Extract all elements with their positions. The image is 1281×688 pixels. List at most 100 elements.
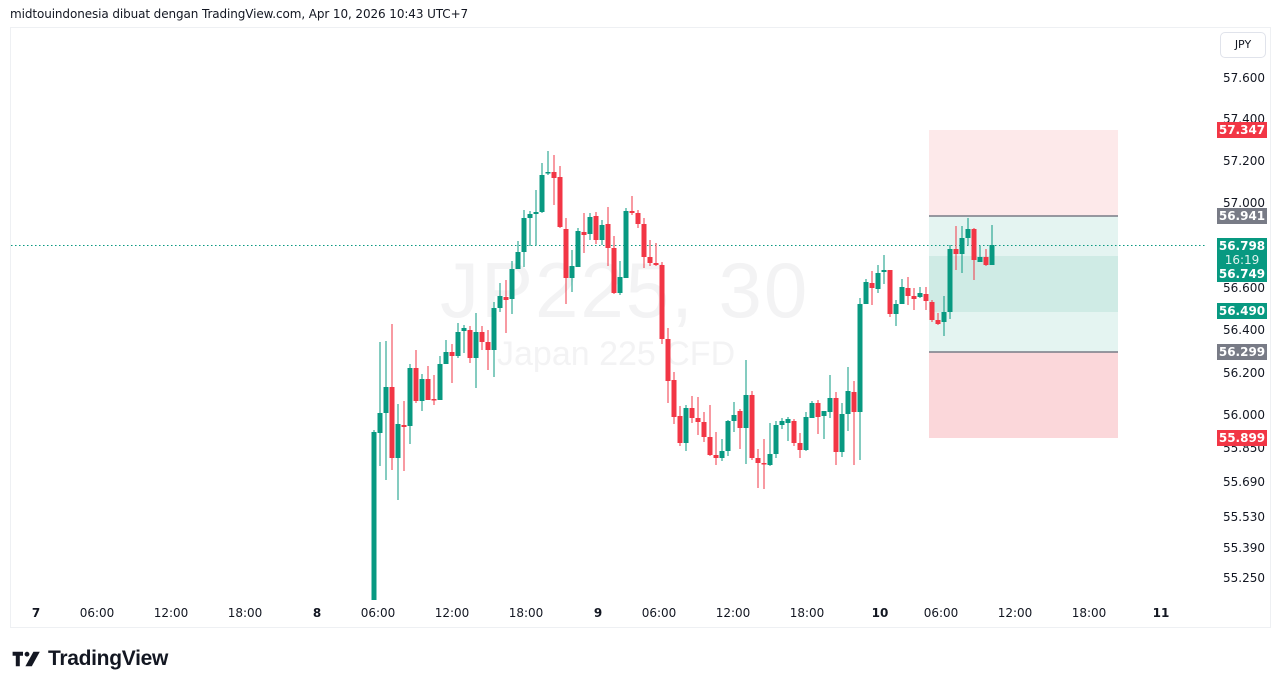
stop-lower-badge: 55.899 <box>1217 430 1267 446</box>
time-axis-time-label: 12:00 <box>715 606 751 620</box>
candle-down <box>707 437 713 455</box>
candle-up <box>395 424 401 458</box>
candle-down <box>797 443 803 450</box>
price-axis[interactable]: 57.600 57.400 57.200 57.000 56.600 56.400 56.2… <box>1207 28 1271 598</box>
bar-countdown: 16:19 <box>1224 253 1260 267</box>
time-axis-time-label: 18:00 <box>1071 606 1107 620</box>
tradingview-logo-icon <box>12 651 40 667</box>
price-tick-label: 57.600 <box>1223 71 1265 85</box>
candle-down <box>431 399 437 401</box>
candle-down <box>425 379 431 400</box>
candle-up <box>491 308 497 350</box>
candle-up <box>407 368 413 426</box>
candle-up <box>443 352 449 364</box>
tradingview-logo[interactable]: TradingView <box>12 647 168 671</box>
candle-down <box>737 411 743 428</box>
candle-up <box>773 425 779 454</box>
candle-down <box>983 257 989 265</box>
candle-up <box>821 411 827 416</box>
last-price-badge: 56.798 16:19 56.749 <box>1217 238 1267 282</box>
candle-up <box>767 454 773 465</box>
candle-down <box>605 224 611 248</box>
tradingview-wordmark: TradingView <box>48 647 169 670</box>
position-tool[interactable] <box>929 130 1118 438</box>
candle-up <box>977 257 983 262</box>
upper-stop-zone[interactable] <box>929 130 1118 216</box>
candle-down <box>563 229 569 278</box>
candle-up <box>731 415 737 421</box>
time-axis-day-label: 10 <box>871 606 889 620</box>
time-axis-day-label: 9 <box>593 606 603 620</box>
candle-down <box>851 392 857 412</box>
candle-up <box>863 282 869 304</box>
stop-upper-badge: 57.347 <box>1217 122 1267 138</box>
time-axis-time-label: 12:00 <box>434 606 470 620</box>
candle-up <box>461 328 467 331</box>
candle-down <box>689 408 695 418</box>
candle-down <box>905 288 911 296</box>
candle-down <box>935 320 941 324</box>
target-upper-badge: 56.941 <box>1217 208 1267 224</box>
candle-up <box>827 398 833 412</box>
candle-up <box>743 395 749 428</box>
time-axis-time-label: 18:00 <box>789 606 825 620</box>
candles <box>371 151 995 600</box>
candle-up <box>509 269 515 299</box>
candle-up <box>947 249 953 312</box>
candle-down <box>887 270 893 314</box>
candle-up <box>875 273 881 289</box>
entry-price-badge: 56.490 <box>1217 303 1267 319</box>
candle-down <box>791 421 797 443</box>
candle-up <box>437 364 443 400</box>
candle-down <box>467 330 473 358</box>
candle-down <box>659 265 665 339</box>
candle-down <box>701 422 707 437</box>
price-tick-label: 57.000 <box>1223 196 1265 210</box>
candle-down <box>413 368 419 401</box>
candle-up <box>497 296 503 308</box>
lower-stop-zone[interactable] <box>929 352 1118 438</box>
candle-up <box>989 245 995 265</box>
candle-up <box>857 304 863 412</box>
time-axis-day-label: 11 <box>1152 606 1170 620</box>
candle-up <box>599 225 605 240</box>
candle-up <box>725 421 731 451</box>
candle-up <box>569 266 575 278</box>
currency-button[interactable]: JPY <box>1220 32 1266 58</box>
target-lower-badge: 56.299 <box>1217 344 1267 360</box>
price-tick-label: 56.200 <box>1223 366 1265 380</box>
candle-down <box>647 257 653 263</box>
candle-up <box>785 419 791 423</box>
candle-up <box>803 417 809 450</box>
candle-up <box>623 211 629 278</box>
candle-down <box>401 425 407 427</box>
entry-zone[interactable] <box>929 256 1118 312</box>
candle-down <box>557 177 563 227</box>
price-tick-label: 55.530 <box>1223 510 1265 524</box>
candle-down <box>581 232 587 235</box>
candle-down <box>953 249 959 254</box>
price-tick-label: 57.200 <box>1223 154 1265 168</box>
candle-down <box>749 395 755 458</box>
candle-down <box>677 416 683 443</box>
candle-up <box>809 403 815 418</box>
candle-up <box>965 229 971 238</box>
candle-down <box>665 339 671 381</box>
candle-up <box>515 252 521 269</box>
candle-down <box>671 380 677 417</box>
candle-up <box>473 332 479 358</box>
candle-up <box>587 217 593 234</box>
candle-up <box>377 413 383 433</box>
time-axis-time-label: 06:00 <box>79 606 115 620</box>
candle-up <box>455 332 461 356</box>
candle-down <box>923 294 929 301</box>
time-axis-day-label: 8 <box>312 606 322 620</box>
candle-down <box>695 418 701 422</box>
candle-up <box>683 408 689 443</box>
time-axis-time-label: 18:00 <box>508 606 544 620</box>
chart-frame <box>10 27 1271 628</box>
previous-close-value: 56.749 <box>1218 267 1266 281</box>
time-axis[interactable]: 7 06:00 12:00 18:00 8 06:00 12:00 18:00 9 06:00 12… <box>10 600 1206 627</box>
time-axis-time-label: 18:00 <box>227 606 263 620</box>
